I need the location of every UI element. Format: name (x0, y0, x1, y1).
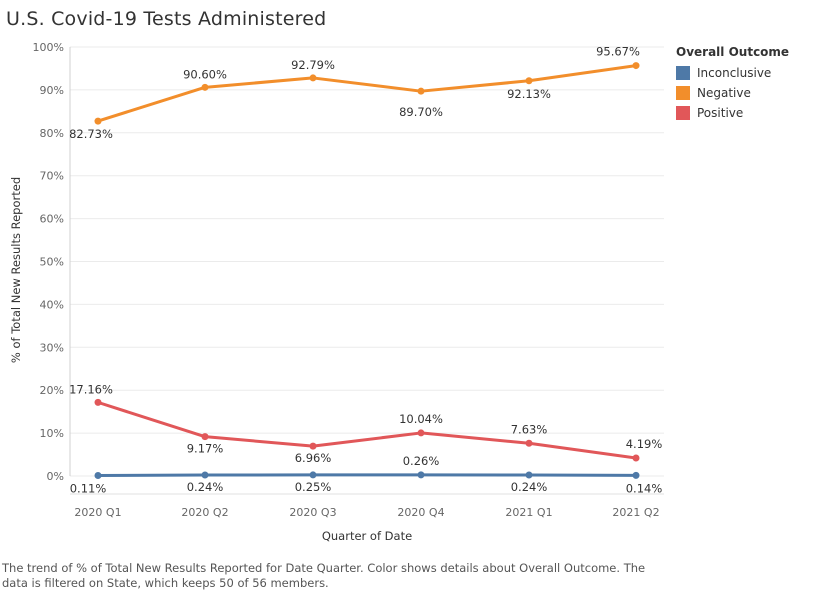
series-line-positive (97, 400, 637, 460)
data-point-inconclusive (94, 472, 102, 480)
y-tick-label: 100% (33, 41, 64, 54)
data-label-negative: 95.67% (596, 45, 640, 59)
data-label-positive: 7.63% (511, 422, 548, 436)
legend-swatch (676, 106, 690, 120)
data-label-negative: 82.73% (69, 127, 113, 141)
series-line-negative (97, 64, 637, 123)
legend-label: Inconclusive (697, 66, 772, 80)
y-tick-label: 20% (40, 384, 64, 397)
legend-title: Overall Outcome (676, 45, 790, 59)
legend-swatch (676, 86, 690, 100)
y-tick-label: 60% (40, 213, 64, 226)
legend-label: Positive (697, 106, 744, 120)
data-label-positive: 10.04% (399, 412, 443, 426)
legend-label: Negative (697, 86, 751, 100)
data-point-negative (309, 74, 317, 82)
legend-item-positive[interactable]: Positive (676, 103, 789, 123)
data-label-negative: 92.13% (507, 87, 551, 101)
data-point-inconclusive (417, 471, 425, 479)
data-point-positive (94, 398, 102, 406)
y-tick-label: 40% (40, 298, 64, 311)
x-axis-title: Quarter of Date (322, 529, 412, 543)
chart-title: U.S. Covid-19 Tests Administered (6, 8, 327, 30)
data-point-inconclusive (201, 471, 209, 479)
data-point-positive (632, 454, 640, 462)
y-tick-label: 80% (40, 127, 64, 140)
data-label-inconclusive: 0.14% (626, 481, 663, 495)
x-tick-label: 2021 Q1 (505, 506, 552, 519)
data-point-inconclusive (632, 471, 640, 479)
data-point-positive (417, 429, 425, 437)
x-tick-label: 2020 Q2 (181, 506, 228, 519)
data-point-negative (94, 117, 102, 125)
data-label-negative: 92.79% (291, 58, 335, 72)
data-point-positive (201, 433, 209, 441)
data-point-negative (632, 62, 640, 70)
data-label-inconclusive: 0.24% (187, 480, 224, 494)
y-tick-label: 50% (40, 256, 64, 269)
y-axis-title: % of Total New Results Reported (9, 177, 23, 363)
data-label-inconclusive: 0.26% (403, 454, 440, 468)
data-label-inconclusive: 0.24% (511, 480, 548, 494)
data-point-inconclusive (525, 471, 533, 479)
data-point-positive (525, 439, 533, 447)
data-label-positive: 6.96% (295, 451, 332, 465)
data-label-inconclusive: 0.25% (295, 480, 332, 494)
legend-swatch (676, 66, 690, 80)
data-point-positive (309, 442, 317, 450)
y-tick-label: 70% (40, 170, 64, 183)
y-tick-label: 10% (40, 427, 64, 440)
y-tick-label: 30% (40, 341, 64, 354)
data-point-negative (201, 83, 209, 91)
data-label-positive: 4.19% (626, 437, 663, 451)
data-label-negative: 90.60% (183, 67, 227, 81)
y-tick-label: 0% (47, 470, 64, 483)
data-label-positive: 9.17% (187, 442, 224, 456)
data-point-negative (417, 87, 425, 95)
x-tick-label: 2020 Q3 (289, 506, 336, 519)
legend: Overall Outcome Inconclusive Negative Po… (676, 45, 789, 123)
data-point-inconclusive (309, 471, 317, 479)
x-tick-label: 2020 Q4 (397, 506, 444, 519)
data-label-negative: 89.70% (399, 105, 443, 119)
legend-item-negative[interactable]: Negative (676, 83, 789, 103)
y-tick-label: 90% (40, 84, 64, 97)
data-label-inconclusive: 0.11% (70, 482, 107, 496)
chart-caption: The trend of % of Total New Results Repo… (2, 561, 646, 590)
data-label-positive: 17.16% (69, 382, 113, 396)
x-tick-label: 2020 Q1 (74, 506, 121, 519)
series-line-inconclusive (97, 473, 637, 478)
data-point-negative (525, 77, 533, 85)
legend-item-inconclusive[interactable]: Inconclusive (676, 63, 789, 83)
x-tick-label: 2021 Q2 (612, 506, 659, 519)
